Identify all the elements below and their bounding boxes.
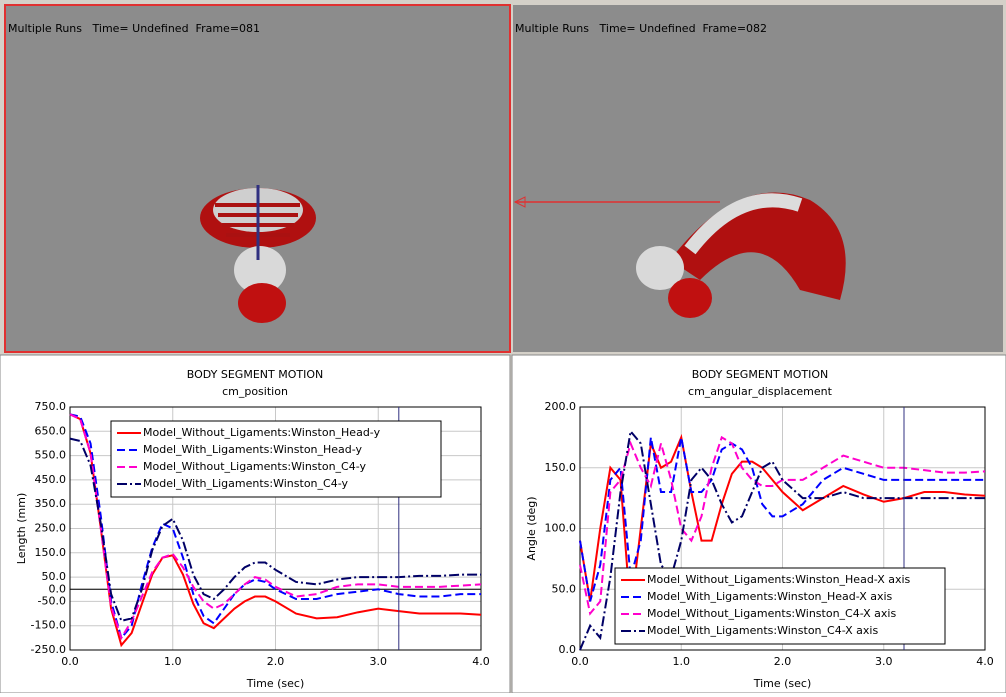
y-tick-label: 100.0 [545,522,577,535]
x-tick-label: 4.0 [472,655,490,668]
viewport-label: Multiple Runs Time= Undefined Frame=082 [515,22,767,35]
legend-label: Model_Without_Ligaments:Winston_Head-y [143,426,381,439]
x-tick-label: 0.0 [61,655,79,668]
series-line [69,413,482,648]
series-line [579,435,986,616]
y-tick-label: 0.0 [49,582,67,595]
chart-title: BODY SEGMENT MOTION [187,368,323,381]
y-tick-label: 750.0 [35,400,67,413]
series-line [579,428,985,651]
y-tick-label: 650.0 [35,424,67,437]
y-tick-label: 50.0 [42,570,67,583]
chart-subtitle: cm_angular_displacement [688,385,833,398]
y-tick-label: 150.0 [35,546,67,559]
x-tick-label: 4.0 [976,655,994,668]
legend-label: Model_With_Ligaments:Winston_Head-y [143,443,363,456]
x-tick-label: 3.0 [875,655,893,668]
y-tick-label: 0.0 [559,643,577,656]
legend-label: Model_Without_Ligaments:Winston_Head-X a… [647,573,911,586]
y-tick-label: 50.0 [552,582,577,595]
y-tick-label: 250.0 [35,522,67,535]
series-line [69,413,482,641]
y-tick-label: 350.0 [35,497,67,510]
plot-frame [579,406,986,651]
legend [614,567,946,645]
chart-subtitle: cm_position [222,385,288,398]
x-tick-label: 2.0 [267,655,285,668]
legend [110,420,442,498]
y-tick-label: -50.0 [38,594,66,607]
chart-title: BODY SEGMENT MOTION [692,368,828,381]
x-tick-label: 0.0 [571,655,589,668]
legend-label: Model_With_Ligaments:Winston_Head-X axis [647,590,893,603]
y-axis-label: Angle (deg) [525,496,538,560]
viewport-label: Multiple Runs Time= Undefined Frame=081 [8,22,260,35]
legend-label: Model_With_Ligaments:Winston_C4-y [143,477,348,490]
plot-frame [69,406,482,651]
legend-label: Model_Without_Ligaments:Winston_C4-X axi… [647,607,896,620]
skeleton-front [200,185,316,323]
y-tick-label: 150.0 [545,461,577,474]
y-tick-label: 450.0 [35,473,67,486]
y-tick-label: 550.0 [35,449,67,462]
x-tick-label: 2.0 [774,655,792,668]
series-line [69,437,481,623]
legend-label: Model_Without_Ligaments:Winston_C4-y [143,460,366,473]
x-axis-label: Time (sec) [753,677,812,690]
x-tick-label: 1.0 [164,655,182,668]
y-tick-label: 200.0 [545,400,577,413]
chart-panel [0,354,511,694]
skeleton-side [513,192,846,318]
legend-label: Model_With_Ligaments:Winston_C4-X axis [647,624,878,637]
x-tick-label: 1.0 [673,655,691,668]
y-tick-label: -150.0 [31,619,66,632]
y-axis-label: Length (mm) [15,493,28,564]
y-tick-label: -250.0 [31,643,66,656]
x-axis-label: Time (sec) [246,677,305,690]
x-tick-label: 3.0 [370,655,388,668]
viewport-right[interactable] [513,5,1003,352]
series-line [69,413,481,640]
